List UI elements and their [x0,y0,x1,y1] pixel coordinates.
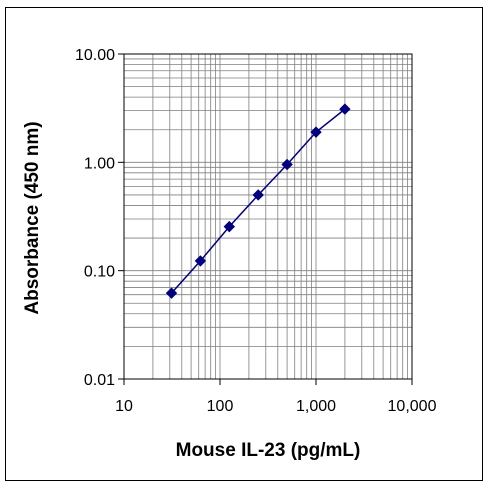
data-point [339,103,351,115]
x-tick-labels: 10 100 1,000 10,000 [115,379,437,415]
y-tick-labels: 10.00 1.00 0.10 0.01 [75,47,124,389]
plot-area [123,53,413,380]
y-tick-label: 0.01 [84,372,115,389]
chart-frame [5,7,483,481]
x-axis-label: Mouse IL-23 (pg/mL) [176,440,361,461]
x-tick-label: 100 [207,398,234,415]
data-point [165,287,178,299]
y-tick-label: 1.00 [84,155,115,172]
data-point [281,158,293,171]
y-tick-label: 0.10 [84,264,115,281]
x-tick-label: 10 [115,398,133,415]
data-point [310,126,322,138]
data-point [194,255,207,267]
data-point [223,220,236,233]
x-tick-label: 1,000 [296,398,336,415]
y-tick-label: 10.00 [75,47,115,64]
grid [124,54,412,379]
series-line [170,108,346,294]
x-tick-label: 10,000 [388,398,437,415]
data-point [252,189,264,201]
y-axis-label: Absorbance (450 nm) [22,121,43,314]
series [165,103,351,299]
